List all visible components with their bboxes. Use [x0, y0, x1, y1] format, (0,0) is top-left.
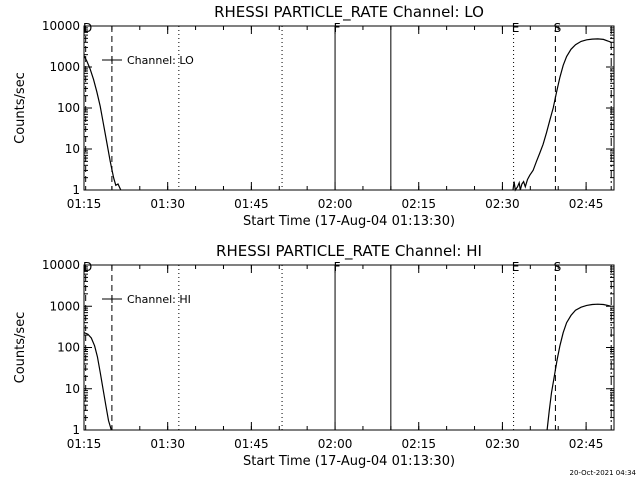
legend-label: Channel: HI [127, 293, 191, 306]
series-line [546, 303, 612, 431]
x-tick-label: 01:15 [67, 197, 102, 211]
x-tick-label: 01:30 [150, 197, 185, 211]
y-tick-label: 10000 [42, 19, 80, 33]
marker-label-e: E [512, 260, 520, 274]
legend-label: Channel: LO [127, 54, 194, 67]
x-tick-label: 02:00 [318, 197, 353, 211]
y-axis-label: Counts/sec [13, 72, 28, 144]
chart-panel-lo: RHESSI PARTICLE_RATE Channel: LO 1 10 100 10… [13, 3, 615, 229]
chart-panel-hi: RHESSI PARTICLE_RATE Channel: HI 1 10 100 10… [13, 242, 615, 469]
marker-label-s: S [554, 260, 562, 274]
y-tick-label: 1 [72, 183, 80, 197]
x-tick-label: 02:45 [569, 437, 604, 451]
x-axis-label: Start Time (17-Aug-04 01:13:30) [243, 214, 455, 229]
marker-label-f: F [334, 21, 341, 35]
marker-label-e: E [512, 21, 520, 35]
series-line [83, 332, 112, 431]
x-tick-label: 02:45 [569, 197, 604, 211]
series-line [512, 38, 612, 192]
x-tick-label: 01:45 [234, 437, 269, 451]
x-tick-label: 02:30 [485, 197, 520, 211]
marker-label-s: S [554, 21, 562, 35]
x-tick-label: 02:30 [485, 437, 520, 451]
x-tick-label: 01:30 [150, 437, 185, 451]
x-tick-label: 02:15 [401, 197, 436, 211]
x-axis-label: Start Time (17-Aug-04 01:13:30) [243, 454, 455, 469]
y-tick-label: 1 [72, 423, 80, 437]
plot-frame [83, 264, 615, 431]
footer-timestamp: 20-Oct-2021 04:34 [570, 469, 637, 477]
y-tick-label: 1000 [49, 299, 80, 313]
x-tick-label: 01:45 [234, 197, 269, 211]
y-tick-label: 100 [57, 101, 80, 115]
y-tick-label: 10 [65, 382, 80, 396]
chart-title: RHESSI PARTICLE_RATE Channel: LO [214, 3, 484, 22]
y-axis-label: Counts/sec [13, 312, 28, 384]
marker-label-d: D [83, 260, 92, 274]
y-tick-label: 100 [57, 341, 80, 355]
y-tick-label: 10 [65, 142, 80, 156]
y-tick-label: 1000 [49, 60, 80, 74]
x-tick-label: 02:00 [318, 437, 353, 451]
marker-label-d: D [83, 21, 92, 35]
x-tick-label: 02:15 [401, 437, 436, 451]
marker-label-f: F [334, 260, 341, 274]
series-line [83, 55, 122, 191]
x-tick-label: 01:15 [67, 437, 102, 451]
chart-title: RHESSI PARTICLE_RATE Channel: HI [216, 242, 482, 261]
y-tick-label: 10000 [42, 258, 80, 272]
